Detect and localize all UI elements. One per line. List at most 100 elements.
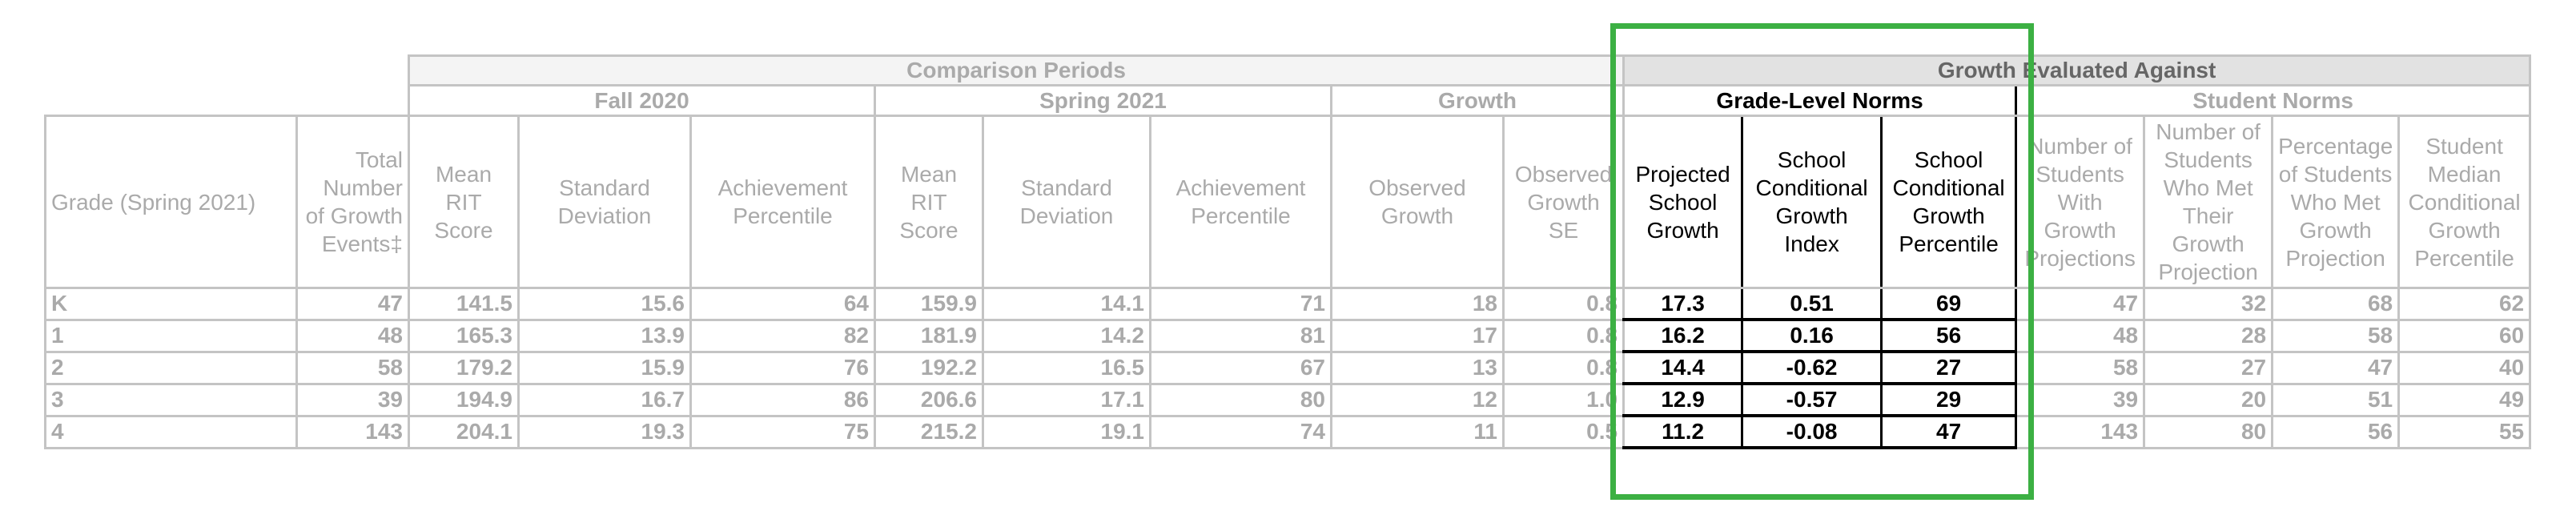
cell: 58 <box>295 350 410 385</box>
cell: 27 <box>1880 350 2018 385</box>
cell: 16.5 <box>982 350 1151 385</box>
cell: 143 <box>2015 414 2146 449</box>
cell: 2 <box>44 350 298 385</box>
cell: 47 <box>1880 414 2018 449</box>
cell: 19.3 <box>517 414 692 449</box>
column-header-row: Grade (Spring 2021) Total Number of Growt… <box>44 115 2532 289</box>
sub-header: Student Norms <box>2015 84 2532 117</box>
cell: 194.9 <box>408 382 520 417</box>
sub-header: Grade-Level Norms <box>1622 84 2018 117</box>
cell: 80 <box>2143 414 2274 449</box>
cell: 67 <box>1149 350 1332 385</box>
cell: 47 <box>2271 350 2401 385</box>
cell: 18 <box>1330 287 1505 321</box>
cell: 20 <box>2143 382 2274 417</box>
cell: 64 <box>689 287 876 321</box>
cell: 47 <box>2015 287 2146 321</box>
cell: 80 <box>1149 382 1332 417</box>
cell: 68 <box>2271 287 2401 321</box>
cell: 71 <box>1149 287 1332 321</box>
cell: 82 <box>689 318 876 353</box>
cell: 143 <box>295 414 410 449</box>
cell: 204.1 <box>408 414 520 449</box>
cell: 56 <box>1880 318 2018 353</box>
cell: 13 <box>1330 350 1505 385</box>
cell: 17 <box>1330 318 1505 353</box>
cell: 47 <box>295 287 410 321</box>
column-header: School Conditional Growth Index <box>1741 115 1883 289</box>
cell: 215.2 <box>874 414 984 449</box>
column-header: Standard Deviation <box>517 115 692 289</box>
cell: 29 <box>1880 382 2018 417</box>
cell: 14.4 <box>1622 350 1744 385</box>
cell: K <box>44 287 298 321</box>
cell: -0.08 <box>1741 414 1883 449</box>
cell: 19.1 <box>982 414 1151 449</box>
cell: 192.2 <box>874 350 984 385</box>
cell: 58 <box>2271 318 2401 353</box>
blank <box>46 56 409 116</box>
cell: 76 <box>689 350 876 385</box>
data-row: 2 58 179.2 15.9 76 192.2 16.5 67 13 0.8 14.4 -0.62 2… <box>44 350 2532 385</box>
column-header: Grade (Spring 2021) <box>44 115 298 289</box>
cell: 13.9 <box>517 318 692 353</box>
column-header: Student Median Conditional Growth Percen… <box>2397 115 2532 289</box>
column-header: Observed Growth <box>1330 115 1505 289</box>
group-header: Growth Evaluated Against <box>1622 54 2532 86</box>
sub-header-row: Fall 2020 Spring 2021 Growth Grade-Level No… <box>46 84 2532 117</box>
cell: 12.9 <box>1622 382 1744 417</box>
cell: 0.16 <box>1741 318 1883 353</box>
column-header: Percentage of Students Who Met Growth Pr… <box>2271 115 2401 289</box>
column-header: Observed Growth SE <box>1501 115 1626 289</box>
sub-header: Growth <box>1329 84 1626 117</box>
cell: 11 <box>1330 414 1505 449</box>
cell: 56 <box>2271 414 2401 449</box>
cell: 51 <box>2271 382 2401 417</box>
cell: 0.8 <box>1501 350 1626 385</box>
cell: 0.5 <box>1501 414 1626 449</box>
cell: 62 <box>2397 287 2532 321</box>
cell: 28 <box>2143 318 2274 353</box>
cell: 11.2 <box>1622 414 1744 449</box>
cell: 15.9 <box>517 350 692 385</box>
data-row: 3 39 194.9 16.7 86 206.6 17.1 80 12 1.0 12.9 -0.57 2… <box>44 382 2532 417</box>
data-row: K 47 141.5 15.6 64 159.9 14.1 71 18 0.8 17.3 0.51 69… <box>44 287 2532 321</box>
cell: 74 <box>1149 414 1332 449</box>
cell: 206.6 <box>874 382 984 417</box>
column-header: Total Number of Growth Events‡ <box>295 115 410 289</box>
column-header: Mean RIT Score <box>874 115 984 289</box>
cell: 165.3 <box>408 318 520 353</box>
cell: 48 <box>2015 318 2146 353</box>
sub-header: Spring 2021 <box>874 84 1332 117</box>
group-header-row: Comparison Periods Growth Evaluated Again… <box>46 54 2532 86</box>
cell: 15.6 <box>517 287 692 321</box>
cell: 0.8 <box>1501 287 1626 321</box>
sub-header: Fall 2020 <box>408 84 876 117</box>
growth-table: Comparison Periods Growth Evaluated Again… <box>44 54 2532 449</box>
cell: 40 <box>2397 350 2532 385</box>
cell: 60 <box>2397 318 2532 353</box>
cell: 69 <box>1880 287 2018 321</box>
cell: 81 <box>1149 318 1332 353</box>
cell: 32 <box>2143 287 2274 321</box>
cell: 0.51 <box>1741 287 1883 321</box>
cell: 14.1 <box>982 287 1151 321</box>
column-header: Achievement Percentile <box>1149 115 1332 289</box>
cell: 179.2 <box>408 350 520 385</box>
cell: 55 <box>2397 414 2532 449</box>
column-header: School Conditional Growth Percentile <box>1880 115 2018 289</box>
cell: 39 <box>2015 382 2146 417</box>
cell: 12 <box>1330 382 1505 417</box>
cell: 75 <box>689 414 876 449</box>
cell: 3 <box>44 382 298 417</box>
cell: 159.9 <box>874 287 984 321</box>
cell: 58 <box>2015 350 2146 385</box>
column-header: Projected School Growth <box>1622 115 1744 289</box>
column-header: Standard Deviation <box>982 115 1151 289</box>
cell: 39 <box>295 382 410 417</box>
cell: 1 <box>44 318 298 353</box>
cell: 4 <box>44 414 298 449</box>
cell: 48 <box>295 318 410 353</box>
cell: 14.2 <box>982 318 1151 353</box>
cell: 181.9 <box>874 318 984 353</box>
